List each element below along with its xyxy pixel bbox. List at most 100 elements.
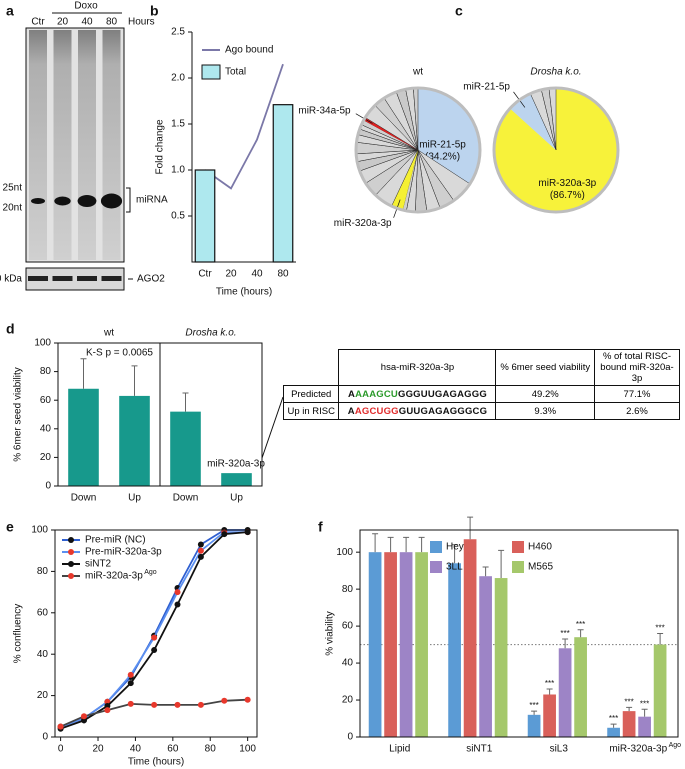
- marker: [244, 529, 251, 536]
- marker-label: 25nt: [3, 183, 23, 194]
- marker: [197, 701, 204, 708]
- line: [204, 63, 284, 190]
- x-tick-label: Down: [71, 493, 97, 504]
- legend-marker: [68, 561, 74, 567]
- legend-swatch: [512, 541, 524, 553]
- legend-swatch: [201, 64, 221, 80]
- y-tick-label: 100: [31, 525, 48, 536]
- legend-label: 3LL: [446, 562, 463, 573]
- blot-label: AGO2: [137, 274, 165, 285]
- error-bar: [641, 708, 648, 717]
- marker: [151, 634, 158, 641]
- x-axis-label: Time (hours): [216, 287, 272, 298]
- bar: [653, 644, 667, 737]
- significance: ***: [624, 698, 633, 707]
- error-bar: [372, 533, 379, 553]
- blot-marker-label: 100 kDa: [0, 274, 22, 285]
- x-tick-label: 40: [251, 269, 263, 280]
- marker: [151, 701, 158, 708]
- x-tick-label: siL3: [550, 744, 569, 755]
- legend-swatch: [512, 561, 524, 573]
- legend-label: Total: [225, 67, 246, 78]
- marker: [244, 696, 251, 703]
- legend-marker: [68, 573, 74, 579]
- x-tick-label: 80: [205, 744, 217, 755]
- error-bar: [531, 710, 538, 715]
- blot-band: [101, 276, 122, 281]
- y-axis-label: % viability: [325, 611, 336, 655]
- x-tick-label: 100: [239, 744, 256, 755]
- bar: [194, 169, 216, 263]
- table-header-cell: % 6mer seed viability: [495, 349, 595, 386]
- y-axis-label: Fold change: [155, 119, 166, 174]
- y-tick-label: 2.5: [171, 27, 185, 38]
- y-tick-label: 20: [37, 690, 49, 701]
- legend-label: Pre-miR-320a-3p: [85, 547, 162, 558]
- gel-lane: [53, 30, 72, 260]
- marker: [127, 700, 134, 707]
- gel-lane: [29, 30, 47, 260]
- y-tick-label: 20: [40, 452, 52, 463]
- error-bar: [418, 536, 425, 553]
- legend-label: miR-320a-3p: [85, 571, 143, 582]
- y-tick-label: 20: [342, 695, 354, 706]
- marker-label: 20nt: [3, 203, 23, 214]
- legend-marker: [68, 549, 74, 555]
- error-bar: [80, 358, 87, 389]
- sequence-part: GUUGAGAGGGCG: [398, 405, 488, 417]
- x-tick-label: Up: [230, 493, 243, 504]
- bar: [68, 388, 99, 486]
- pie-value-label: (86.7%): [550, 190, 585, 201]
- legend-swatch: [430, 561, 442, 573]
- marker: [174, 589, 181, 596]
- error-bar: [610, 723, 617, 728]
- bar: [170, 411, 201, 486]
- risc-cell: 77.1%: [594, 385, 680, 403]
- y-tick-label: 100: [336, 547, 353, 558]
- significance: ***: [545, 679, 554, 688]
- error-bar: [482, 566, 489, 577]
- annotation: K-S p = 0.0065: [86, 348, 153, 359]
- lane-label: 40: [81, 17, 93, 28]
- error-bar: [498, 549, 505, 579]
- lane-label: Ctr: [31, 17, 45, 28]
- marker: [104, 707, 111, 714]
- table-row: Up in RISC AAGCUGGGUUGAGAGGGCG 9.3% 2.6%: [282, 402, 680, 420]
- sequence-part: AGCUGG: [354, 405, 399, 417]
- x-tick-label: siNT1: [466, 744, 493, 755]
- y-tick-label: 60: [40, 395, 52, 406]
- legend-label: siNT2: [85, 559, 112, 570]
- error-bar: [546, 688, 553, 695]
- blot: [25, 267, 125, 291]
- gel-lane: [78, 30, 96, 260]
- y-tick-label: 40: [37, 649, 49, 660]
- y-tick-label: 60: [37, 607, 49, 618]
- table-row: Predicted AAAAGCUGGGUUGAGAGGG 49.2% 77.1%: [282, 385, 680, 403]
- panel-label: c: [455, 3, 463, 19]
- x-tick-label: Lipid: [389, 744, 410, 755]
- bar: [479, 576, 492, 737]
- bar: [399, 552, 413, 737]
- legend-swatch: [430, 541, 442, 553]
- x-tick-label: 80: [277, 269, 289, 280]
- plot-frame: [54, 529, 258, 738]
- error-bar: [657, 633, 664, 645]
- marker: [197, 547, 204, 554]
- marker: [127, 680, 134, 687]
- legend-label: H460: [528, 542, 552, 553]
- table-header-cell: % of total RISC-bound miR-320a-3p: [594, 349, 680, 386]
- bar: [622, 711, 636, 737]
- marker: [57, 723, 64, 730]
- band-label: miRNA: [136, 195, 168, 206]
- y-tick-label: 0: [45, 481, 51, 492]
- significance: ***: [655, 624, 664, 633]
- x-tick-label: Up: [128, 493, 141, 504]
- sequence-cell: AAGCUGGGUUGAGAGGGCG: [338, 402, 497, 420]
- significance: ***: [576, 620, 585, 629]
- pie-label: miR-34a-5p: [298, 105, 351, 116]
- gel-band: [31, 198, 45, 204]
- significance: ***: [560, 629, 569, 638]
- bar: [463, 539, 477, 737]
